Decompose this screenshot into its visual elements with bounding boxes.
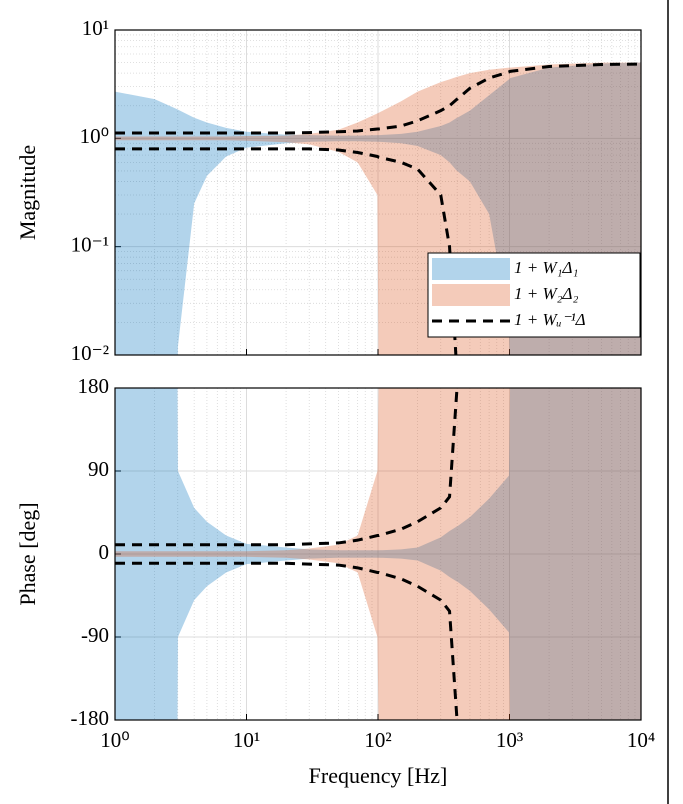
legend-label: 1 + W₁Δ₁	[514, 258, 578, 277]
axes-box	[114, 387, 642, 721]
legend-label: 1 + Wᵤ⁻¹Δ	[514, 310, 586, 329]
x-axis-label: Frequency [Hz]	[309, 763, 448, 788]
dashed-bound	[115, 62, 641, 135]
legend-label: 1 + W₂Δ₂	[514, 284, 579, 303]
x-tick-label: 10⁰	[100, 728, 129, 752]
y-axis-label: Magnitude	[15, 145, 40, 240]
dashed-bound	[115, 388, 459, 547]
y-tick-label: 0	[99, 540, 110, 564]
legend-swatch	[432, 284, 510, 306]
y-tick-label: 180	[78, 374, 110, 398]
legend-box	[427, 252, 641, 338]
y-axis-label: Phase [deg]	[15, 502, 40, 605]
legend-swatch	[432, 258, 510, 280]
x-tick-label: 10³	[496, 728, 523, 752]
y-tick-label: 10⁻²	[71, 341, 109, 365]
plot-area	[115, 388, 641, 720]
dashed-bound	[115, 147, 458, 355]
y-tick-label: -90	[81, 623, 109, 647]
y-tick-label: -180	[71, 706, 110, 730]
y-tick-label: 10¹	[82, 16, 109, 40]
uncertainty-band	[115, 388, 641, 720]
x-tick-label: 10⁴	[627, 728, 655, 752]
y-tick-label: 10⁻¹	[71, 232, 109, 256]
y-tick-label: 10⁰	[80, 124, 109, 148]
x-tick-label: 10²	[364, 728, 391, 752]
x-tick-label: 10¹	[233, 728, 260, 752]
dashed-bound	[115, 561, 459, 720]
axes-box	[114, 29, 642, 356]
y-tick-label: 90	[88, 457, 109, 481]
uncertainty-band	[115, 388, 641, 720]
